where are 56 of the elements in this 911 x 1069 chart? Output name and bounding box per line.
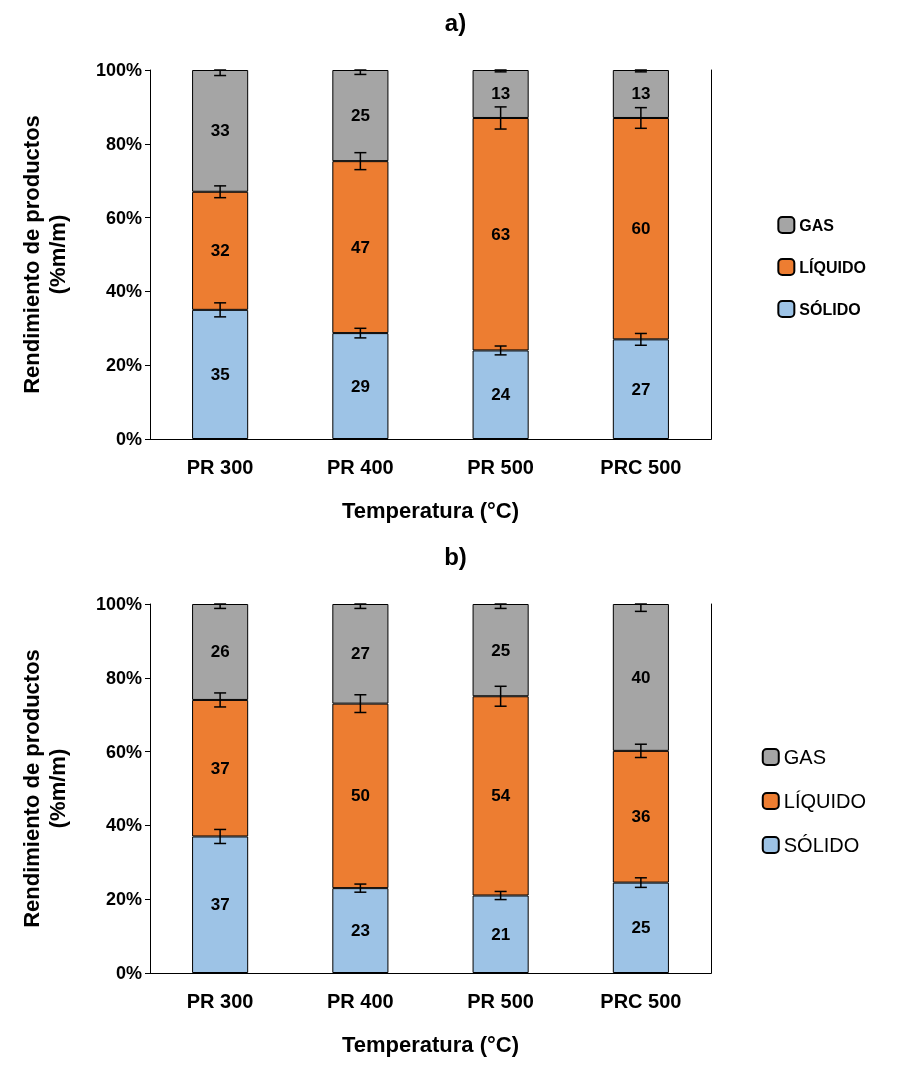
legend-label: SÓLIDO — [799, 299, 861, 318]
data-label: 29 — [350, 376, 370, 396]
data-label: 40 — [631, 667, 651, 687]
x-tick-label: PR 400 — [327, 456, 394, 478]
x-tick-label: PR 400 — [327, 990, 394, 1012]
data-label: 27 — [631, 379, 651, 399]
data-label: 25 — [350, 106, 370, 126]
data-label: 50 — [350, 786, 370, 806]
y-axis-title: Rendimiento de productos (%m/m) — [18, 115, 70, 394]
data-label: 35 — [210, 364, 230, 384]
x-tick-label: PR 300 — [186, 990, 254, 1012]
data-label: 21 — [491, 924, 511, 944]
y-axis-title: Rendimiento de productos (%m/m) — [18, 649, 70, 928]
y-tick-label: 60% — [105, 741, 142, 762]
data-label: 25 — [491, 640, 511, 660]
x-tick-label: PRC 500 — [600, 456, 682, 478]
data-label: 24 — [491, 385, 511, 405]
legend-label: GAS — [799, 216, 835, 234]
y-tick-label: 40% — [105, 815, 142, 836]
x-tick-label: PR 500 — [467, 990, 534, 1012]
data-label: 37 — [210, 895, 230, 915]
data-label: 63 — [491, 224, 511, 244]
data-label: 26 — [210, 642, 230, 662]
data-label: 23 — [350, 921, 370, 941]
x-axis-title: Temperatura (°C) — [341, 1031, 520, 1057]
data-label: 54 — [491, 786, 511, 806]
x-tick-label: PR 300 — [186, 456, 254, 478]
data-label: 60 — [631, 219, 651, 239]
y-tick-label: 0% — [115, 963, 142, 983]
y-tick-label: 80% — [105, 667, 142, 688]
y-tick-label: 0% — [115, 429, 142, 449]
legend-label: GAS — [783, 746, 827, 768]
data-label: 25 — [631, 918, 651, 938]
y-tick-label: 100% — [95, 594, 142, 614]
x-tick-label: PR 500 — [467, 456, 534, 478]
data-label: 37 — [210, 758, 230, 778]
y-tick-label: 20% — [105, 889, 142, 910]
x-axis-title: Temperatura (°C) — [341, 497, 520, 523]
y-tick-label: 80% — [105, 133, 142, 154]
legend-label: SÓLIDO — [783, 834, 860, 856]
y-tick-label: 40% — [105, 281, 142, 302]
data-label: 33 — [210, 121, 230, 141]
data-label: 32 — [210, 241, 230, 261]
legend-label: LÍQUIDO — [799, 257, 867, 276]
y-tick-label: 20% — [105, 355, 142, 376]
data-label: 36 — [631, 807, 651, 827]
data-label: 13 — [491, 84, 511, 104]
legend-label: LÍQUIDO — [783, 790, 867, 812]
x-tick-label: PRC 500 — [600, 990, 682, 1012]
chart-title: a) — [444, 8, 467, 36]
chart-title: b) — [444, 542, 467, 570]
data-label: 47 — [350, 237, 370, 257]
y-tick-label: 100% — [95, 60, 142, 80]
data-label: 13 — [631, 84, 651, 104]
y-tick-label: 60% — [105, 207, 142, 228]
data-label: 27 — [350, 644, 370, 664]
